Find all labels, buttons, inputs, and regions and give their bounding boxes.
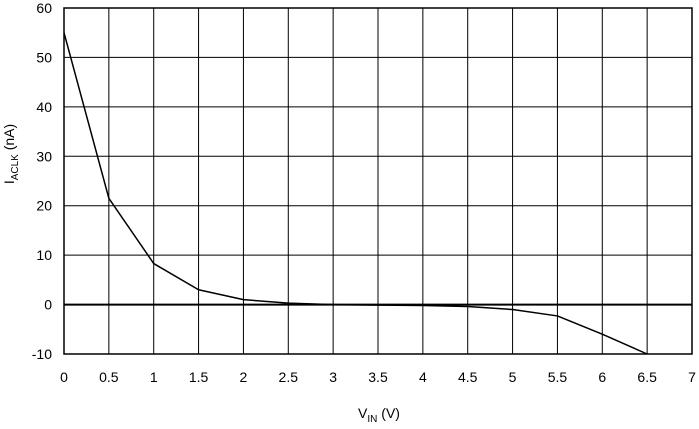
x-tick-label: 2.5	[279, 369, 299, 385]
y-axis-label-unit: (nA)	[1, 124, 17, 154]
x-tick-label: 5.5	[548, 369, 568, 385]
y-tick-label: 30	[36, 148, 52, 164]
y-tick-label: 60	[36, 0, 52, 16]
x-tick-label: 4	[419, 369, 427, 385]
y-axis-label-sub: ACLK	[10, 154, 21, 180]
x-tick-label: 1.5	[189, 369, 209, 385]
y-axis-label-main: I	[1, 180, 17, 184]
x-tick-label: 5	[509, 369, 517, 385]
x-tick-label: 6.5	[637, 369, 657, 385]
series-line	[63, 32, 648, 355]
x-axis-label-main: V	[358, 405, 368, 421]
x-tick-label: 0	[60, 369, 68, 385]
x-tick-label: 4.5	[458, 369, 478, 385]
x-tick-label: 3.5	[368, 369, 388, 385]
x-axis-label-sub: IN	[367, 414, 377, 425]
y-tick-label: 20	[36, 198, 52, 214]
plot-border	[63, 7, 693, 355]
x-tick-label: 2	[240, 369, 248, 385]
y-tick-label: 40	[36, 99, 52, 115]
x-axis-label-unit: (V)	[377, 405, 400, 421]
y-tick-label: -10	[32, 346, 52, 362]
x-tick-label: 1	[150, 369, 158, 385]
grid	[63, 7, 693, 355]
y-tick-label: 50	[36, 49, 52, 65]
y-tick-label: 0	[44, 297, 52, 313]
y-tick-labels: -10 0 10 20 30 40 50 60	[32, 0, 52, 362]
x-tick-label: 0.5	[99, 369, 119, 385]
x-tick-label: 6	[598, 369, 606, 385]
plot-frame	[63, 7, 693, 355]
x-tick-label: 3	[329, 369, 337, 385]
series-group	[63, 32, 648, 355]
x-tick-labels: 0 0.5 1 1.5 2 2.5 3 3.5 4 4.5 5 5.5 6 6.5 7	[60, 369, 696, 385]
y-tick-label: 10	[36, 247, 52, 263]
y-axis-label: IACLK (nA)	[1, 124, 21, 184]
x-axis-label: VIN (V)	[358, 405, 400, 425]
x-tick-label: 7	[688, 369, 696, 385]
